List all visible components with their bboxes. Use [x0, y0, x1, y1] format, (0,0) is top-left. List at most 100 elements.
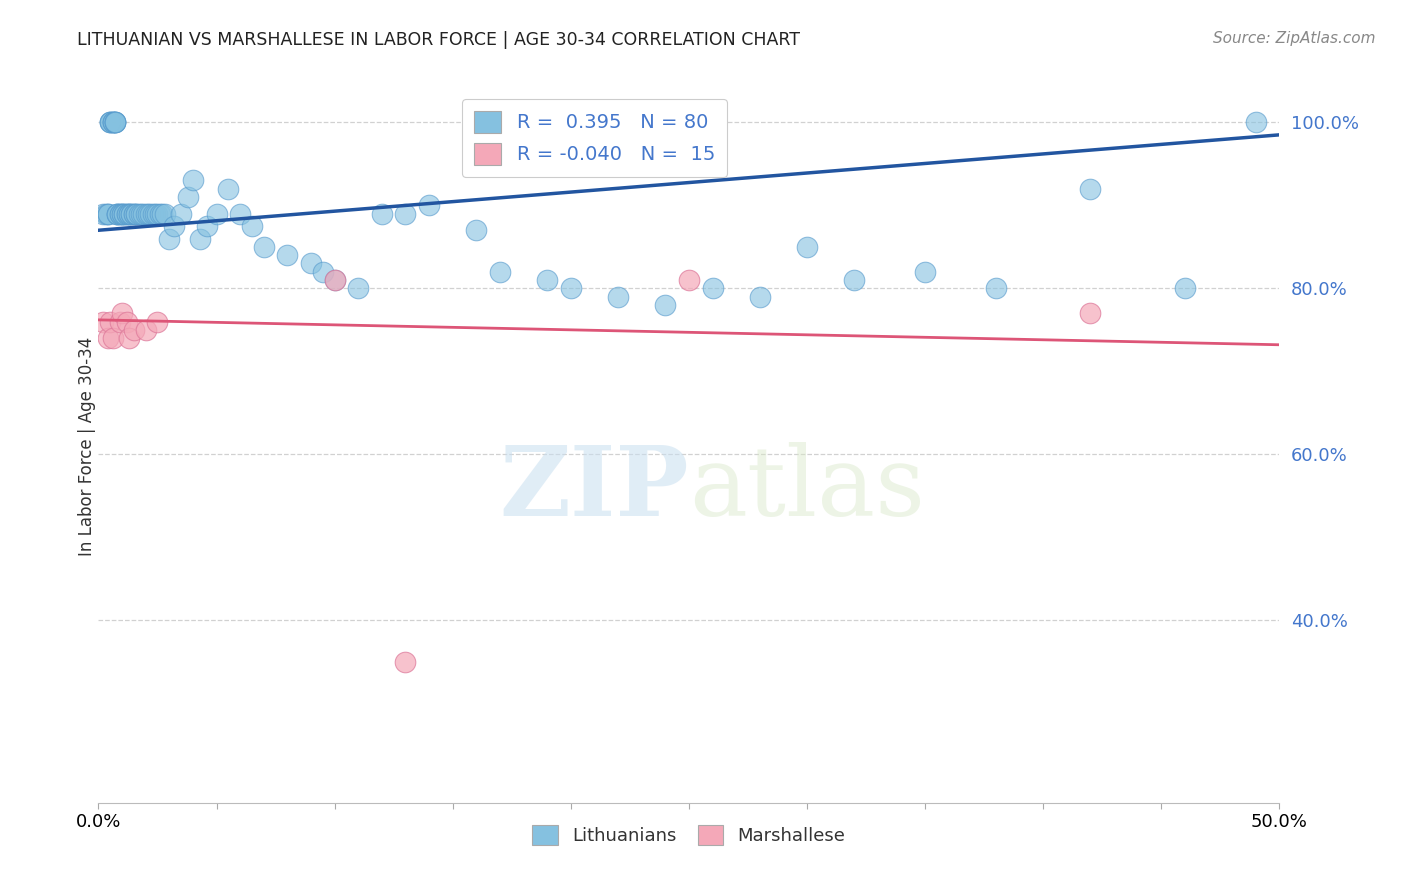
Point: [121, 207, 143, 221]
Point: [101, 331, 124, 345]
Text: LITHUANIAN VS MARSHALLESE IN LABOR FORCE | AGE 30-34 CORRELATION CHART: LITHUANIAN VS MARSHALLESE IN LABOR FORCE…: [77, 31, 800, 49]
Point: [112, 207, 135, 221]
Point: [195, 219, 218, 233]
Point: [1244, 115, 1267, 129]
Point: [143, 207, 166, 221]
Point: [118, 207, 141, 221]
Point: [132, 207, 155, 221]
Point: [115, 314, 138, 328]
Point: [229, 207, 252, 221]
Point: [115, 207, 138, 221]
Point: [101, 115, 124, 129]
Point: [97, 207, 120, 221]
Point: [1174, 281, 1197, 295]
Point: [914, 265, 936, 279]
Point: [125, 207, 148, 221]
Point: [844, 273, 866, 287]
Point: [105, 207, 128, 221]
Point: [157, 231, 180, 245]
Point: [796, 240, 818, 254]
Point: [149, 207, 172, 221]
Point: [104, 115, 127, 129]
Point: [654, 298, 676, 312]
Point: [98, 115, 121, 129]
Point: [94, 207, 117, 221]
Point: [142, 207, 165, 221]
Point: [125, 207, 148, 221]
Point: [678, 273, 700, 287]
Point: [129, 207, 152, 221]
Point: [371, 207, 394, 221]
Point: [1080, 182, 1102, 196]
Point: [98, 115, 121, 129]
Point: [91, 314, 114, 328]
Point: [112, 207, 135, 221]
Point: [702, 281, 724, 295]
Text: Source: ZipAtlas.com: Source: ZipAtlas.com: [1212, 31, 1375, 46]
Point: [97, 207, 120, 221]
Point: [136, 207, 159, 221]
Point: [98, 115, 121, 129]
Point: [122, 323, 145, 337]
Point: [97, 331, 120, 345]
Point: [205, 207, 228, 221]
Point: [299, 256, 322, 270]
Legend: Lithuanians, Marshallese: Lithuanians, Marshallese: [523, 815, 855, 855]
Point: [105, 207, 128, 221]
Point: [170, 207, 193, 221]
Point: [104, 115, 127, 129]
Point: [188, 231, 211, 245]
Point: [101, 115, 124, 129]
Point: [111, 207, 134, 221]
Point: [153, 207, 176, 221]
Text: atlas: atlas: [689, 442, 925, 536]
Point: [146, 207, 169, 221]
Point: [240, 219, 263, 233]
Point: [347, 281, 370, 295]
Point: [111, 207, 134, 221]
Point: [1080, 306, 1102, 320]
Point: [104, 115, 127, 129]
Point: [177, 190, 200, 204]
Point: [121, 207, 143, 221]
Point: [118, 207, 141, 221]
Point: [323, 273, 346, 287]
Point: [108, 314, 131, 328]
Point: [312, 265, 335, 279]
Point: [465, 223, 488, 237]
Point: [163, 219, 186, 233]
Point: [105, 207, 128, 221]
Point: [536, 273, 558, 287]
Point: [98, 314, 121, 328]
Point: [489, 265, 512, 279]
Point: [111, 306, 134, 320]
Point: [418, 198, 440, 212]
Point: [323, 273, 346, 287]
Point: [118, 331, 141, 345]
Point: [101, 115, 124, 129]
Point: [104, 115, 127, 129]
Point: [394, 207, 416, 221]
Point: [122, 207, 145, 221]
Point: [150, 207, 173, 221]
Point: [135, 207, 157, 221]
Point: [217, 182, 239, 196]
Point: [139, 207, 162, 221]
Point: [108, 207, 131, 221]
Point: [146, 314, 169, 328]
Point: [115, 207, 138, 221]
Point: [135, 323, 157, 337]
Point: [276, 248, 298, 262]
Point: [607, 290, 630, 304]
Point: [984, 281, 1007, 295]
Point: [560, 281, 582, 295]
Point: [108, 207, 131, 221]
Point: [122, 207, 145, 221]
Point: [128, 207, 150, 221]
Point: [253, 240, 276, 254]
Text: ZIP: ZIP: [499, 442, 689, 536]
Point: [181, 173, 204, 187]
Point: [748, 290, 770, 304]
Y-axis label: In Labor Force | Age 30-34: In Labor Force | Age 30-34: [79, 336, 96, 556]
Point: [394, 655, 416, 669]
